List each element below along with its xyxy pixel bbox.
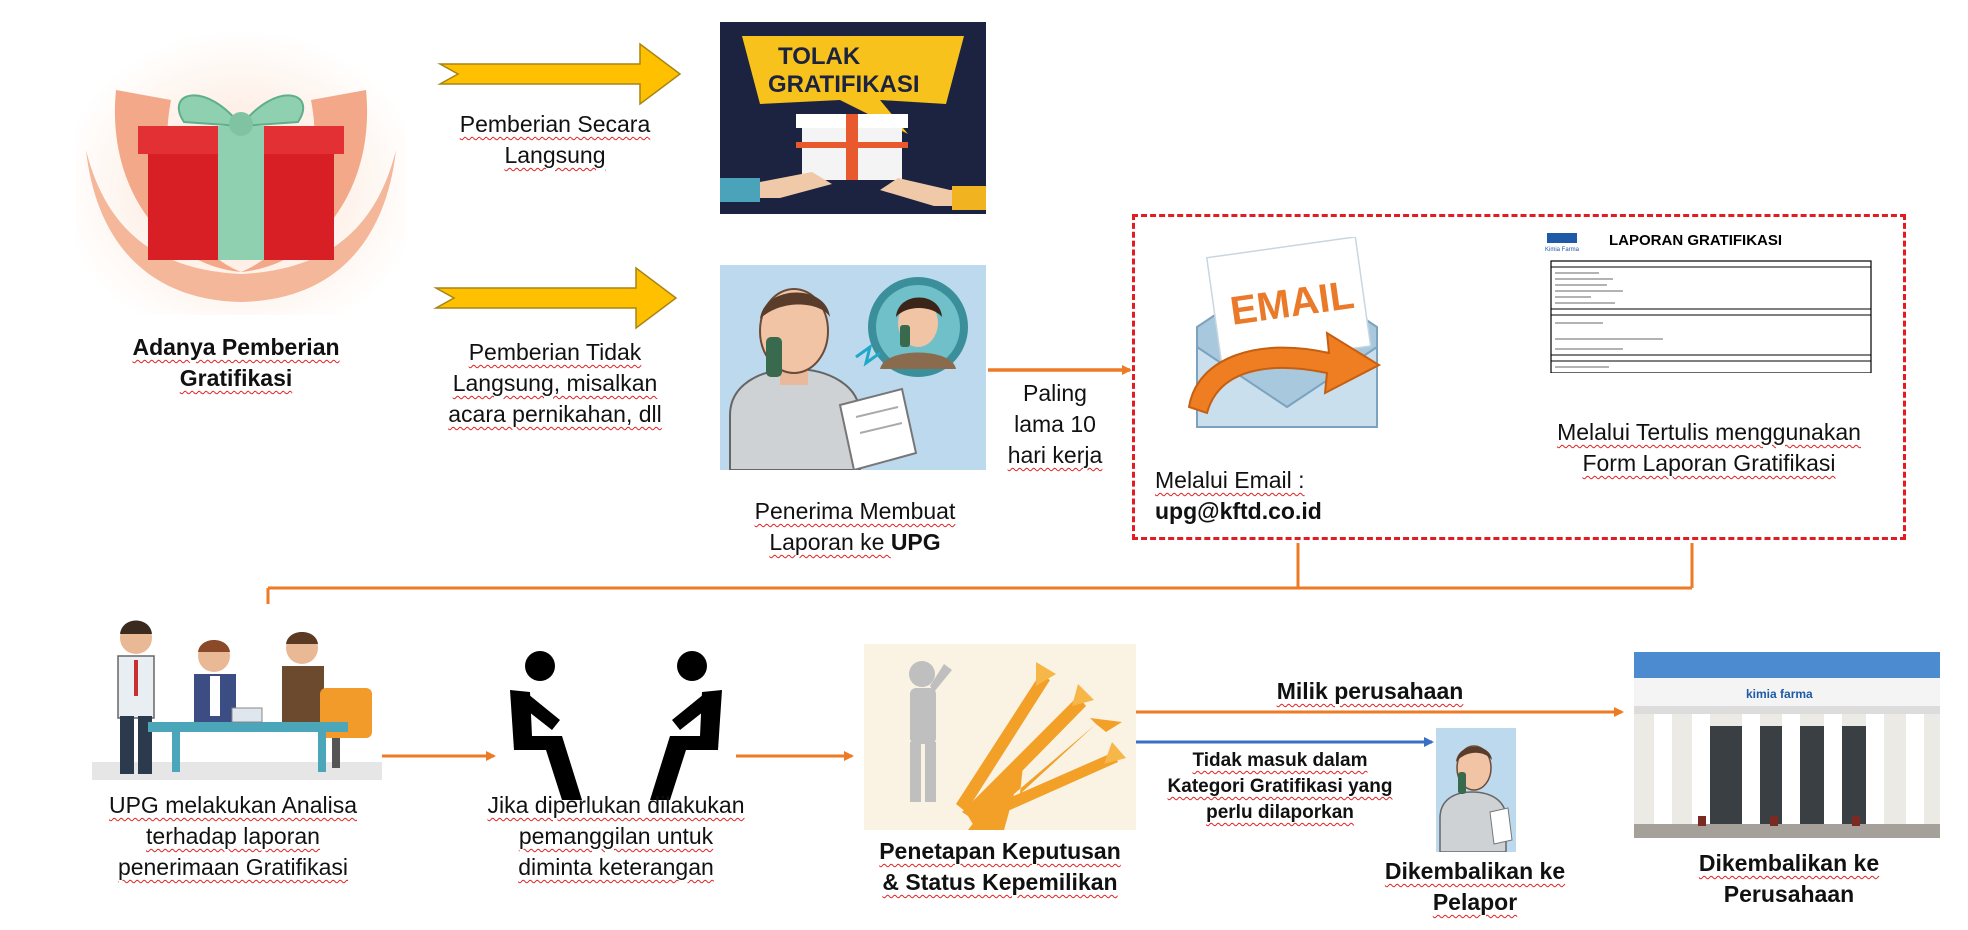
report-channel-box: EMAIL Melalui Email : upg@kftd.co.id Kim… — [1132, 214, 1906, 540]
return-company-line2: Perusahaan — [1723, 881, 1855, 907]
summon-label: Jika diperlukan dilakukan pemanggilan un… — [450, 790, 782, 883]
form-label: Melalui Tertulis menggunakan Form Lapora… — [1529, 417, 1889, 479]
summon-line2: pemanggilan untuk — [518, 823, 714, 849]
form-line1: Melalui Tertulis menggunakan — [1557, 419, 1861, 445]
return-company-line1: Dikembalikan ke — [1698, 850, 1880, 876]
indirect-line1: Pemberian Tidak — [468, 339, 642, 365]
form-doc-logo: Kimia Farma — [1545, 247, 1580, 253]
analysis-line1: UPG melakukan Analisa — [108, 792, 357, 818]
summon-illustration — [500, 650, 732, 800]
indirect-label: Pemberian Tidak Langsung, misalkan acara… — [410, 337, 700, 430]
email-label: Melalui Email : upg@kftd.co.id — [1155, 465, 1415, 527]
recipient-line2-prefix: Laporan ke — [769, 529, 891, 555]
summon-line1: Jika diperlukan dilakukan — [487, 792, 745, 818]
direct-label: Pemberian Secara Langsung — [420, 109, 690, 171]
recipient-illustration — [720, 265, 986, 470]
decision-line2: & Status Kepemilikan — [882, 869, 1118, 895]
form-doc-title: LAPORAN GRATIFIKASI — [1609, 232, 1782, 249]
form-document: Kimia Farma LAPORAN GRATIFIKASI — [1543, 231, 1875, 373]
company-own-label: Milik perusahaan — [1240, 676, 1500, 707]
return-reporter-line2: Pelapor — [1432, 889, 1518, 915]
email-line1: Melalui Email : — [1155, 467, 1305, 493]
reject-poster-line1: TOLAK — [778, 43, 861, 70]
company-building-photo: kimia farma — [1634, 652, 1940, 838]
not-category-line3: perlu dilaporkan — [1206, 802, 1354, 823]
deadline-line2: lama 10 — [1014, 411, 1096, 437]
return-reporter-label: Dikembalikan ke Pelapor — [1360, 856, 1590, 918]
form-line2: Form Laporan Gratifikasi — [1582, 450, 1836, 476]
indirect-line2: Langsung, misalkan — [452, 370, 658, 396]
yellow-arrow-direct — [437, 42, 682, 106]
deadline-line1: Paling — [1023, 380, 1087, 406]
decision-illustration — [864, 644, 1136, 830]
email-icon: EMAIL — [1179, 237, 1395, 443]
analysis-line2: terhadap laporan — [146, 823, 320, 849]
return-reporter-line1: Dikembalikan ke — [1384, 858, 1566, 884]
analysis-illustration — [92, 604, 382, 780]
decision-line1: Penetapan Keputusan — [879, 838, 1121, 864]
company-own-text: Milik perusahaan — [1276, 678, 1464, 704]
recipient-line1: Penerima Membuat — [754, 498, 956, 524]
indirect-line3: acara pernikahan, dll — [448, 401, 662, 427]
not-category-line2: Kategori Gratifikasi yang — [1167, 776, 1393, 797]
direct-line1: Pemberian Secara — [459, 111, 651, 137]
arrow-report-to-analysis — [263, 543, 1694, 664]
analysis-line3: penerimaan Gratifikasi — [117, 854, 349, 880]
gift-label-line1: Adanya Pemberian — [132, 334, 340, 360]
reporter-illustration — [1436, 728, 1516, 852]
deadline-label: Paling lama 10 hari kerja — [990, 378, 1120, 471]
gift-illustration — [76, 30, 406, 315]
decision-label: Penetapan Keputusan & Status Kepemilikan — [832, 836, 1168, 898]
company-sign: kimia farma — [1746, 687, 1813, 701]
not-category-line1: Tidak masuk dalam — [1192, 750, 1368, 771]
analysis-label: UPG melakukan Analisa terhadap laporan p… — [68, 790, 398, 883]
summon-line3: diminta keterangan — [518, 854, 714, 880]
yellow-arrow-indirect — [433, 266, 678, 330]
not-category-label: Tidak masuk dalam Kategori Gratifikasi y… — [1150, 748, 1410, 826]
email-address: upg@kftd.co.id — [1155, 498, 1322, 524]
reject-poster-line2: GRATIFIKASI — [768, 71, 920, 98]
return-company-label: Dikembalikan ke Perusahaan — [1654, 848, 1924, 910]
recipient-label: Penerima Membuat Laporan ke UPG — [700, 496, 1010, 558]
direct-line2: Langsung — [504, 142, 606, 168]
gift-label: Adanya Pemberian Gratifikasi — [86, 332, 386, 394]
deadline-line3: hari kerja — [1007, 442, 1103, 468]
gift-label-line2: Gratifikasi — [179, 365, 293, 391]
recipient-line2-upg: UPG — [890, 529, 941, 555]
reject-poster: TOLAK GRATIFIKASI — [720, 22, 986, 214]
